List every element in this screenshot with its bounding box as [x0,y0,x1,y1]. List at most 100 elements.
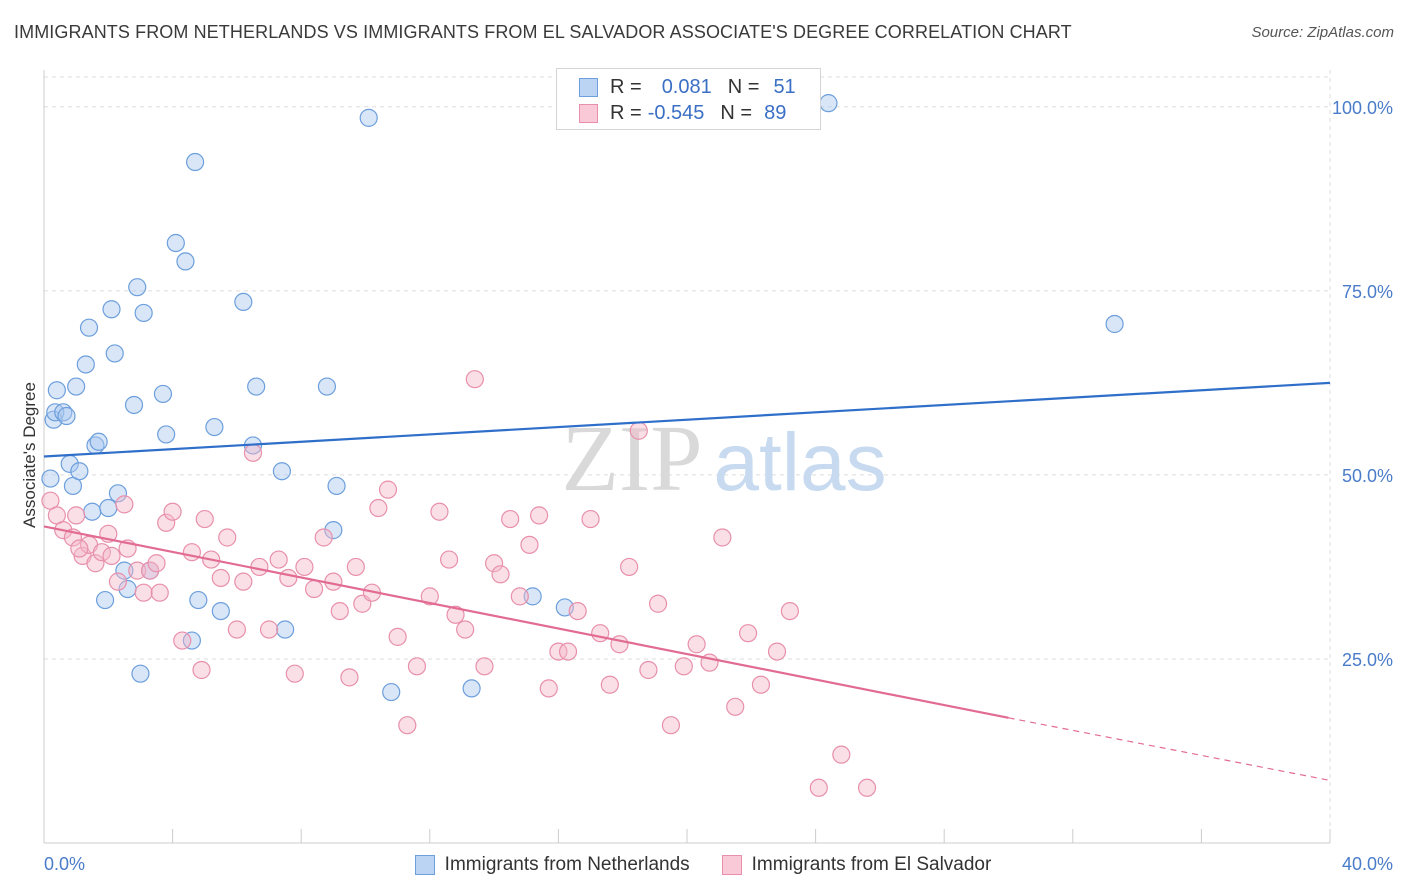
data-point-el-salvador [780,601,799,621]
data-point-el-salvador [629,421,648,440]
data-point-el-salvador [285,664,304,683]
x-tick-label: 0.0% [44,854,85,874]
data-point-el-salvador [227,620,246,639]
data-point-el-salvador [713,528,732,547]
legend-swatch-netherlands [414,855,435,875]
data-point-netherlands [134,303,153,323]
data-point-netherlands [105,344,124,363]
correlation-legend: R = 0.081 N = 51 R = -0.545 N = 89 [556,68,821,130]
data-point-netherlands [67,377,86,396]
data-point-el-salvador [549,642,568,661]
data-point-netherlands [79,318,99,337]
data-point-netherlands [359,108,378,127]
data-point-netherlands [153,384,173,404]
data-point-el-salvador [475,657,494,676]
series-netherlands-points [41,94,1124,702]
legend-swatch-netherlands [579,77,598,97]
data-point-el-salvador [568,601,587,621]
data-point-netherlands [57,406,76,426]
data-point-netherlands [124,395,144,415]
data-point-el-salvador [86,554,105,573]
data-point-el-salvador [581,509,600,529]
data-point-el-salvador [648,594,668,613]
trend-line-netherlands [43,381,1331,458]
legend-label-netherlands: Immigrants from Netherlands [444,854,690,875]
data-point-el-salvador [857,778,877,797]
data-point-el-salvador [67,506,86,525]
data-point-netherlands [89,432,108,451]
data-point-netherlands [166,233,185,253]
data-point-el-salvador [314,528,333,547]
legend-item-el-salvador: Immigrants from El Salvador [721,854,991,876]
data-point-netherlands [317,377,337,396]
data-point-el-salvador [398,716,417,735]
data-point-el-salvador [620,557,639,577]
r-value: -0.545 [647,101,705,124]
data-point-el-salvador [510,587,529,606]
data-point-el-salvador [173,631,192,650]
data-point-netherlands [157,425,176,444]
watermark-atlas: atlas [713,417,886,508]
data-point-el-salvador [295,557,314,577]
data-point-el-salvador [128,561,147,580]
r-label: R = [610,101,642,124]
data-point-el-salvador [378,480,398,499]
y-tick-label: 50.0% [1342,466,1393,486]
data-point-el-salvador [150,583,169,602]
trend-line-el-salvador [43,525,1009,719]
r-label: R = [610,75,642,98]
data-point-el-salvador [279,568,298,588]
data-point-netherlands [205,417,224,437]
data-point-netherlands [324,521,343,540]
data-point-el-salvador [182,543,201,562]
data-point-el-salvador [243,443,263,462]
data-point-el-salvador [687,635,706,654]
data-point-el-salvador [369,498,388,518]
data-point-el-salvador [539,679,558,698]
data-point-el-salvador [269,550,288,569]
data-point-el-salvador [501,509,520,529]
data-point-el-salvador [439,550,459,569]
data-point-netherlands [102,300,121,319]
data-point-el-salvador [102,546,121,565]
data-point-el-salvador [485,554,504,573]
data-point-netherlands [83,502,102,521]
data-point-el-salvador [591,624,610,643]
data-point-netherlands [47,381,66,400]
data-point-el-salvador [726,697,745,716]
data-point-el-salvador [639,660,658,680]
data-point-el-salvador [115,495,134,514]
n-value: 51 [773,75,796,98]
data-point-el-salvador [108,572,128,591]
trend-line-el-salvador-extrapolated [1008,717,1331,782]
data-point-netherlands [327,476,346,496]
data-point-el-salvador [304,579,324,599]
data-point-netherlands [211,601,230,621]
data-point-netherlands [523,587,542,606]
legend-row-el-salvador: R = -0.545 N = 89 [579,101,786,125]
data-point-el-salvador [192,660,211,680]
legend-swatch-el-salvador [721,855,742,875]
data-point-el-salvador [234,572,253,591]
data-point-netherlands [182,631,201,650]
data-point-el-salvador [661,716,681,735]
legend-row-netherlands: R = 0.081 N = 51 [579,75,796,99]
data-point-el-salvador [259,620,279,639]
data-point-el-salvador [140,561,160,580]
data-point-netherlands [131,664,150,683]
y-tick-label: 100.0% [1332,98,1393,118]
chart-title: IMMIGRANTS FROM NETHERLANDS VS IMMIGRANT… [14,22,1072,42]
data-point-netherlands [234,292,253,311]
data-point-netherlands [76,355,95,374]
n-value: 89 [764,101,787,124]
y-axis-label: Associate's Degree [20,382,39,528]
data-point-el-salvador [600,675,619,694]
tick-labels: 25.0% 50.0% 75.0% 100.0% 0.0% 40.0% [44,98,1393,874]
data-point-netherlands [108,484,128,503]
data-point-netherlands [272,462,292,481]
data-point-el-salvador [767,642,787,661]
watermark: ZIP atlas [562,407,887,511]
data-point-netherlands [189,590,208,610]
data-point-netherlands [99,498,118,518]
